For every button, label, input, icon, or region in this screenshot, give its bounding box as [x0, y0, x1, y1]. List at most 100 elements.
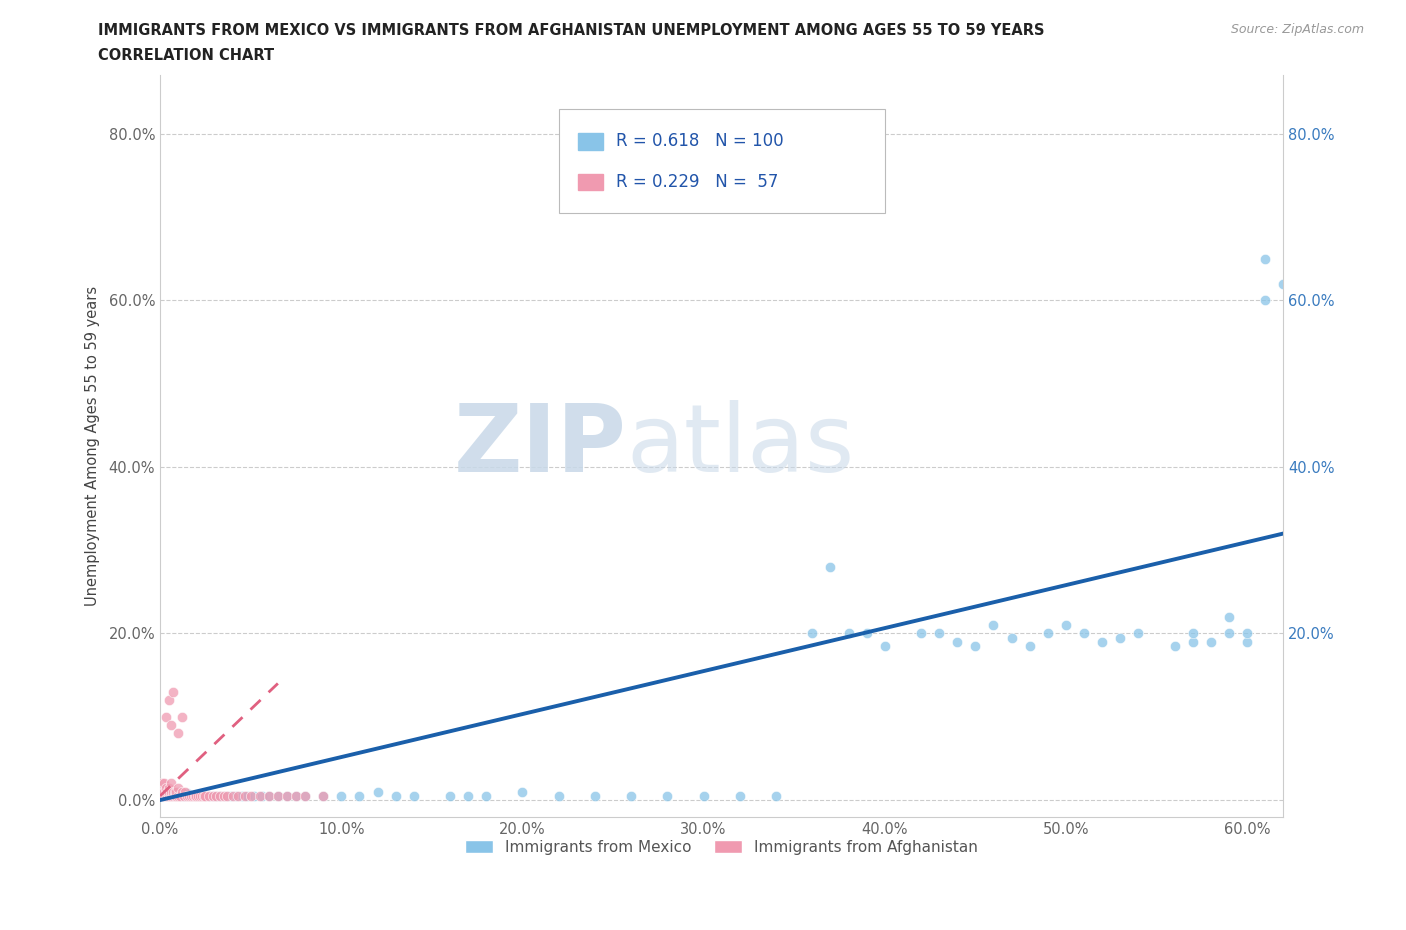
Point — [512, 784, 534, 799]
Point — [170, 784, 193, 799]
Point — [198, 789, 221, 804]
Point — [194, 789, 217, 804]
Point — [155, 784, 177, 799]
Point — [1236, 626, 1258, 641]
Point — [475, 789, 498, 804]
Point — [157, 780, 180, 795]
Point — [965, 639, 987, 654]
Point — [165, 784, 187, 799]
Point — [160, 789, 183, 804]
Point — [170, 710, 193, 724]
Point — [169, 789, 191, 804]
Point — [366, 784, 388, 799]
Point — [249, 789, 271, 804]
Point — [198, 789, 221, 804]
Point — [193, 789, 215, 804]
Point — [1036, 626, 1059, 641]
Point — [217, 789, 239, 804]
Point — [231, 789, 253, 804]
Point — [837, 626, 859, 641]
Point — [186, 789, 208, 804]
Point — [285, 789, 308, 804]
Point — [176, 786, 198, 801]
Point — [330, 789, 353, 804]
Point — [156, 789, 179, 804]
Point — [1272, 276, 1295, 291]
Point — [312, 789, 335, 804]
Point — [728, 789, 751, 804]
Point — [163, 784, 186, 799]
Point — [157, 693, 180, 708]
Point — [226, 789, 249, 804]
Text: IMMIGRANTS FROM MEXICO VS IMMIGRANTS FROM AFGHANISTAN UNEMPLOYMENT AMONG AGES 55: IMMIGRANTS FROM MEXICO VS IMMIGRANTS FRO… — [98, 23, 1045, 38]
Point — [187, 789, 209, 804]
Point — [188, 789, 211, 804]
Point — [162, 784, 184, 799]
Text: R = 0.229   N =  57: R = 0.229 N = 57 — [616, 173, 779, 191]
Point — [191, 789, 214, 804]
Point — [201, 789, 224, 804]
Point — [152, 784, 174, 799]
Point — [1218, 626, 1240, 641]
Point — [150, 776, 173, 790]
Point — [167, 789, 190, 804]
Point — [294, 789, 316, 804]
Legend: Immigrants from Mexico, Immigrants from Afghanistan: Immigrants from Mexico, Immigrants from … — [460, 833, 984, 861]
Point — [162, 684, 184, 699]
Point — [169, 789, 191, 804]
Point — [620, 789, 643, 804]
Point — [233, 789, 256, 804]
Point — [439, 789, 461, 804]
Bar — [578, 174, 603, 190]
Point — [657, 789, 679, 804]
Point — [180, 789, 202, 804]
Point — [257, 789, 280, 804]
Point — [162, 784, 184, 799]
Point — [157, 789, 180, 804]
Point — [217, 789, 239, 804]
Point — [160, 786, 183, 801]
Point — [181, 789, 204, 804]
Point — [225, 789, 247, 804]
Point — [765, 789, 787, 804]
Point — [1018, 639, 1040, 654]
Point — [156, 784, 179, 799]
Point — [285, 789, 308, 804]
Point — [152, 789, 174, 804]
Point — [163, 789, 186, 804]
Point — [855, 626, 877, 641]
Point — [160, 789, 183, 804]
Text: CORRELATION CHART: CORRELATION CHART — [98, 48, 274, 63]
Point — [188, 789, 211, 804]
Point — [1181, 634, 1204, 649]
Point — [160, 784, 183, 799]
Point — [155, 789, 177, 804]
Point — [157, 784, 180, 799]
Point — [193, 789, 215, 804]
Point — [457, 789, 479, 804]
Point — [1199, 634, 1222, 649]
Point — [173, 789, 195, 804]
Point — [1073, 626, 1095, 641]
Point — [177, 789, 200, 804]
Point — [1109, 631, 1132, 645]
Point — [257, 789, 280, 804]
Point — [170, 789, 193, 804]
Text: Source: ZipAtlas.com: Source: ZipAtlas.com — [1230, 23, 1364, 36]
Point — [167, 789, 190, 804]
Point — [150, 789, 173, 804]
Point — [946, 634, 969, 649]
Point — [212, 789, 235, 804]
Point — [820, 560, 842, 575]
Point — [276, 789, 298, 804]
Point — [1236, 634, 1258, 649]
Point — [160, 718, 183, 733]
Point — [152, 776, 174, 790]
Point — [155, 789, 177, 804]
Point — [221, 789, 243, 804]
Point — [1218, 609, 1240, 624]
Point — [160, 776, 183, 790]
Point — [163, 789, 186, 804]
Point — [176, 789, 198, 804]
Point — [194, 789, 217, 804]
